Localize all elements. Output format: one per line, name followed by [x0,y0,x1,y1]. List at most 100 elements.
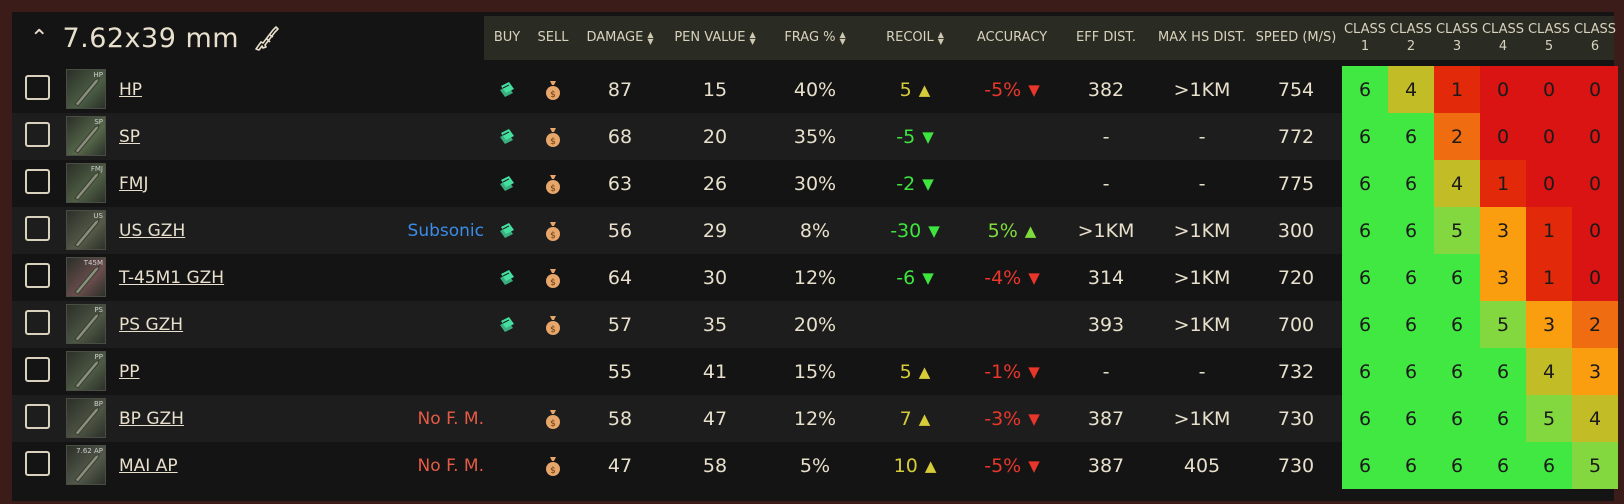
column-header-bar [484,16,1614,60]
sort-icon[interactable]: ▲ ▼ [839,30,846,46]
col-recoil-header[interactable]: RECOIL ▲ ▼ [864,16,966,60]
class-4-effectiveness: 0 [1480,113,1526,160]
no-flea-tag: No F. M. [417,455,484,476]
class-6-effectiveness: 0 [1572,254,1618,301]
class-2-effectiveness: 4 [1388,66,1434,113]
eff-value: 387 [1087,407,1125,430]
ammo-thumbnail: HP [66,69,106,109]
damage-value: 55 [607,360,633,383]
speed-value: 732 [1277,360,1315,383]
col-damage-label: DAMAGE [586,30,644,45]
ammo-thumbnail: FMJ [66,163,106,203]
accuracy-value: 5% ▲ [966,207,1058,254]
maxhs-value: - [1198,172,1206,195]
ammo-name-link[interactable]: T-45M1 GZH [119,267,225,288]
class-6-effectiveness: 0 [1572,160,1618,207]
col-frag-header[interactable]: FRAG % ▲ ▼ [766,16,864,60]
ammo-thumbnail: PP [66,351,106,391]
assault-rifle-icon [253,24,281,52]
class-6-effectiveness: 0 [1572,66,1618,113]
sell-icon[interactable]: $ [530,160,576,207]
buy-icon[interactable] [484,113,530,160]
ammo-name-link[interactable]: BP GZH [119,408,184,429]
buy-icon[interactable] [484,254,530,301]
sort-icon[interactable]: ▲ ▼ [937,30,944,46]
select-checkbox[interactable] [25,310,50,335]
ammo-name-link[interactable]: HP [119,79,143,100]
arrow-up-icon: ▲ [1024,221,1037,240]
class-2-effectiveness: 6 [1388,207,1434,254]
recoil-number: -5 [896,125,916,148]
ammo-name-link[interactable]: MAI AP [119,455,178,476]
ammo-name-link[interactable]: SP [119,126,141,147]
arrow-down-icon: ▼ [1028,362,1040,381]
thumbnail-code: T45M [83,259,103,267]
ammo-name-link[interactable]: PP [119,361,140,382]
class-3-effectiveness: 6 [1434,301,1480,348]
col-max-hs-dist-header: MAX HS DIST. [1154,16,1250,60]
class-3-effectiveness: 6 [1434,442,1480,489]
class-6-effectiveness: 5 [1572,442,1618,489]
recoil-number: 7 [899,407,912,430]
col-damage-header[interactable]: DAMAGE ▲ ▼ [576,16,664,60]
recoil-value: 5 ▲ [864,66,966,113]
sell-icon[interactable]: $ [530,254,576,301]
arrow-up-icon: ▲ [924,456,937,475]
ammo-name-link[interactable]: PS GZH [119,314,184,335]
buy-icon[interactable] [484,66,530,113]
class-3-effectiveness: 1 [1434,66,1480,113]
ammo-thumbnail: SP [66,116,106,156]
svg-text:$: $ [550,137,556,147]
class-number: 6 [1590,39,1600,54]
sell-icon[interactable]: $ [530,207,576,254]
select-checkbox[interactable] [25,169,50,194]
sell-icon[interactable]: $ [530,113,576,160]
ammo-name-link[interactable]: US GZH [119,220,186,241]
ammo-name-link[interactable]: FMJ [119,173,149,194]
select-checkbox[interactable] [25,451,50,476]
select-checkbox[interactable] [25,263,50,288]
damage-value: 68 [607,125,633,148]
class-5-effectiveness: 1 [1526,207,1572,254]
class-2-effectiveness: 6 [1388,160,1434,207]
svg-text:$: $ [550,419,556,429]
damage-value: 56 [607,219,633,242]
recoil-value: 5 ▲ [864,348,966,395]
select-checkbox[interactable] [25,404,50,429]
class-label: CLASS [1527,22,1570,37]
frag-value: 12% [793,266,837,289]
maxhs-value: - [1198,360,1206,383]
select-checkbox[interactable] [25,122,50,147]
chevron-up-icon[interactable]: ⌃ [30,25,49,51]
class-4-effectiveness: 3 [1480,254,1526,301]
pen-value: 47 [702,407,728,430]
frag-value: 5% [799,454,831,477]
frag-value: 8% [799,219,831,242]
class-5-effectiveness: 3 [1526,301,1572,348]
class-4-effectiveness: 0 [1480,66,1526,113]
recoil-value: -30 ▼ [864,207,966,254]
svg-text:$: $ [550,184,556,194]
accuracy-value: -1% ▼ [966,348,1058,395]
sell-icon[interactable]: $ [530,301,576,348]
damage-value: 58 [607,407,633,430]
sell-icon[interactable]: $ [530,395,576,442]
buy-icon[interactable] [484,301,530,348]
speed-value: 775 [1277,172,1315,195]
sort-icon[interactable]: ▲ ▼ [749,30,756,46]
sell-icon[interactable]: $ [530,66,576,113]
recoil-value: -6 ▼ [864,254,966,301]
eff-value: 393 [1087,313,1125,336]
select-checkbox[interactable] [25,357,50,382]
sort-icon[interactable]: ▲ ▼ [647,30,654,46]
select-checkbox[interactable] [25,216,50,241]
col-pen-value-header[interactable]: PEN VALUE ▲ ▼ [664,16,766,60]
class-6-effectiveness: 3 [1572,348,1618,395]
thumbnail-code: PP [94,353,103,361]
ammo-table: ⌃ 7.62x39 mm BUY SELL DAMAGE ▲ ▼ PEN VALUE ▲ ▼ F… [12,12,1618,501]
thumbnail-code: PS [94,306,103,314]
buy-icon[interactable] [484,207,530,254]
select-checkbox[interactable] [25,75,50,100]
buy-icon[interactable] [484,160,530,207]
sell-icon[interactable]: $ [530,442,576,489]
